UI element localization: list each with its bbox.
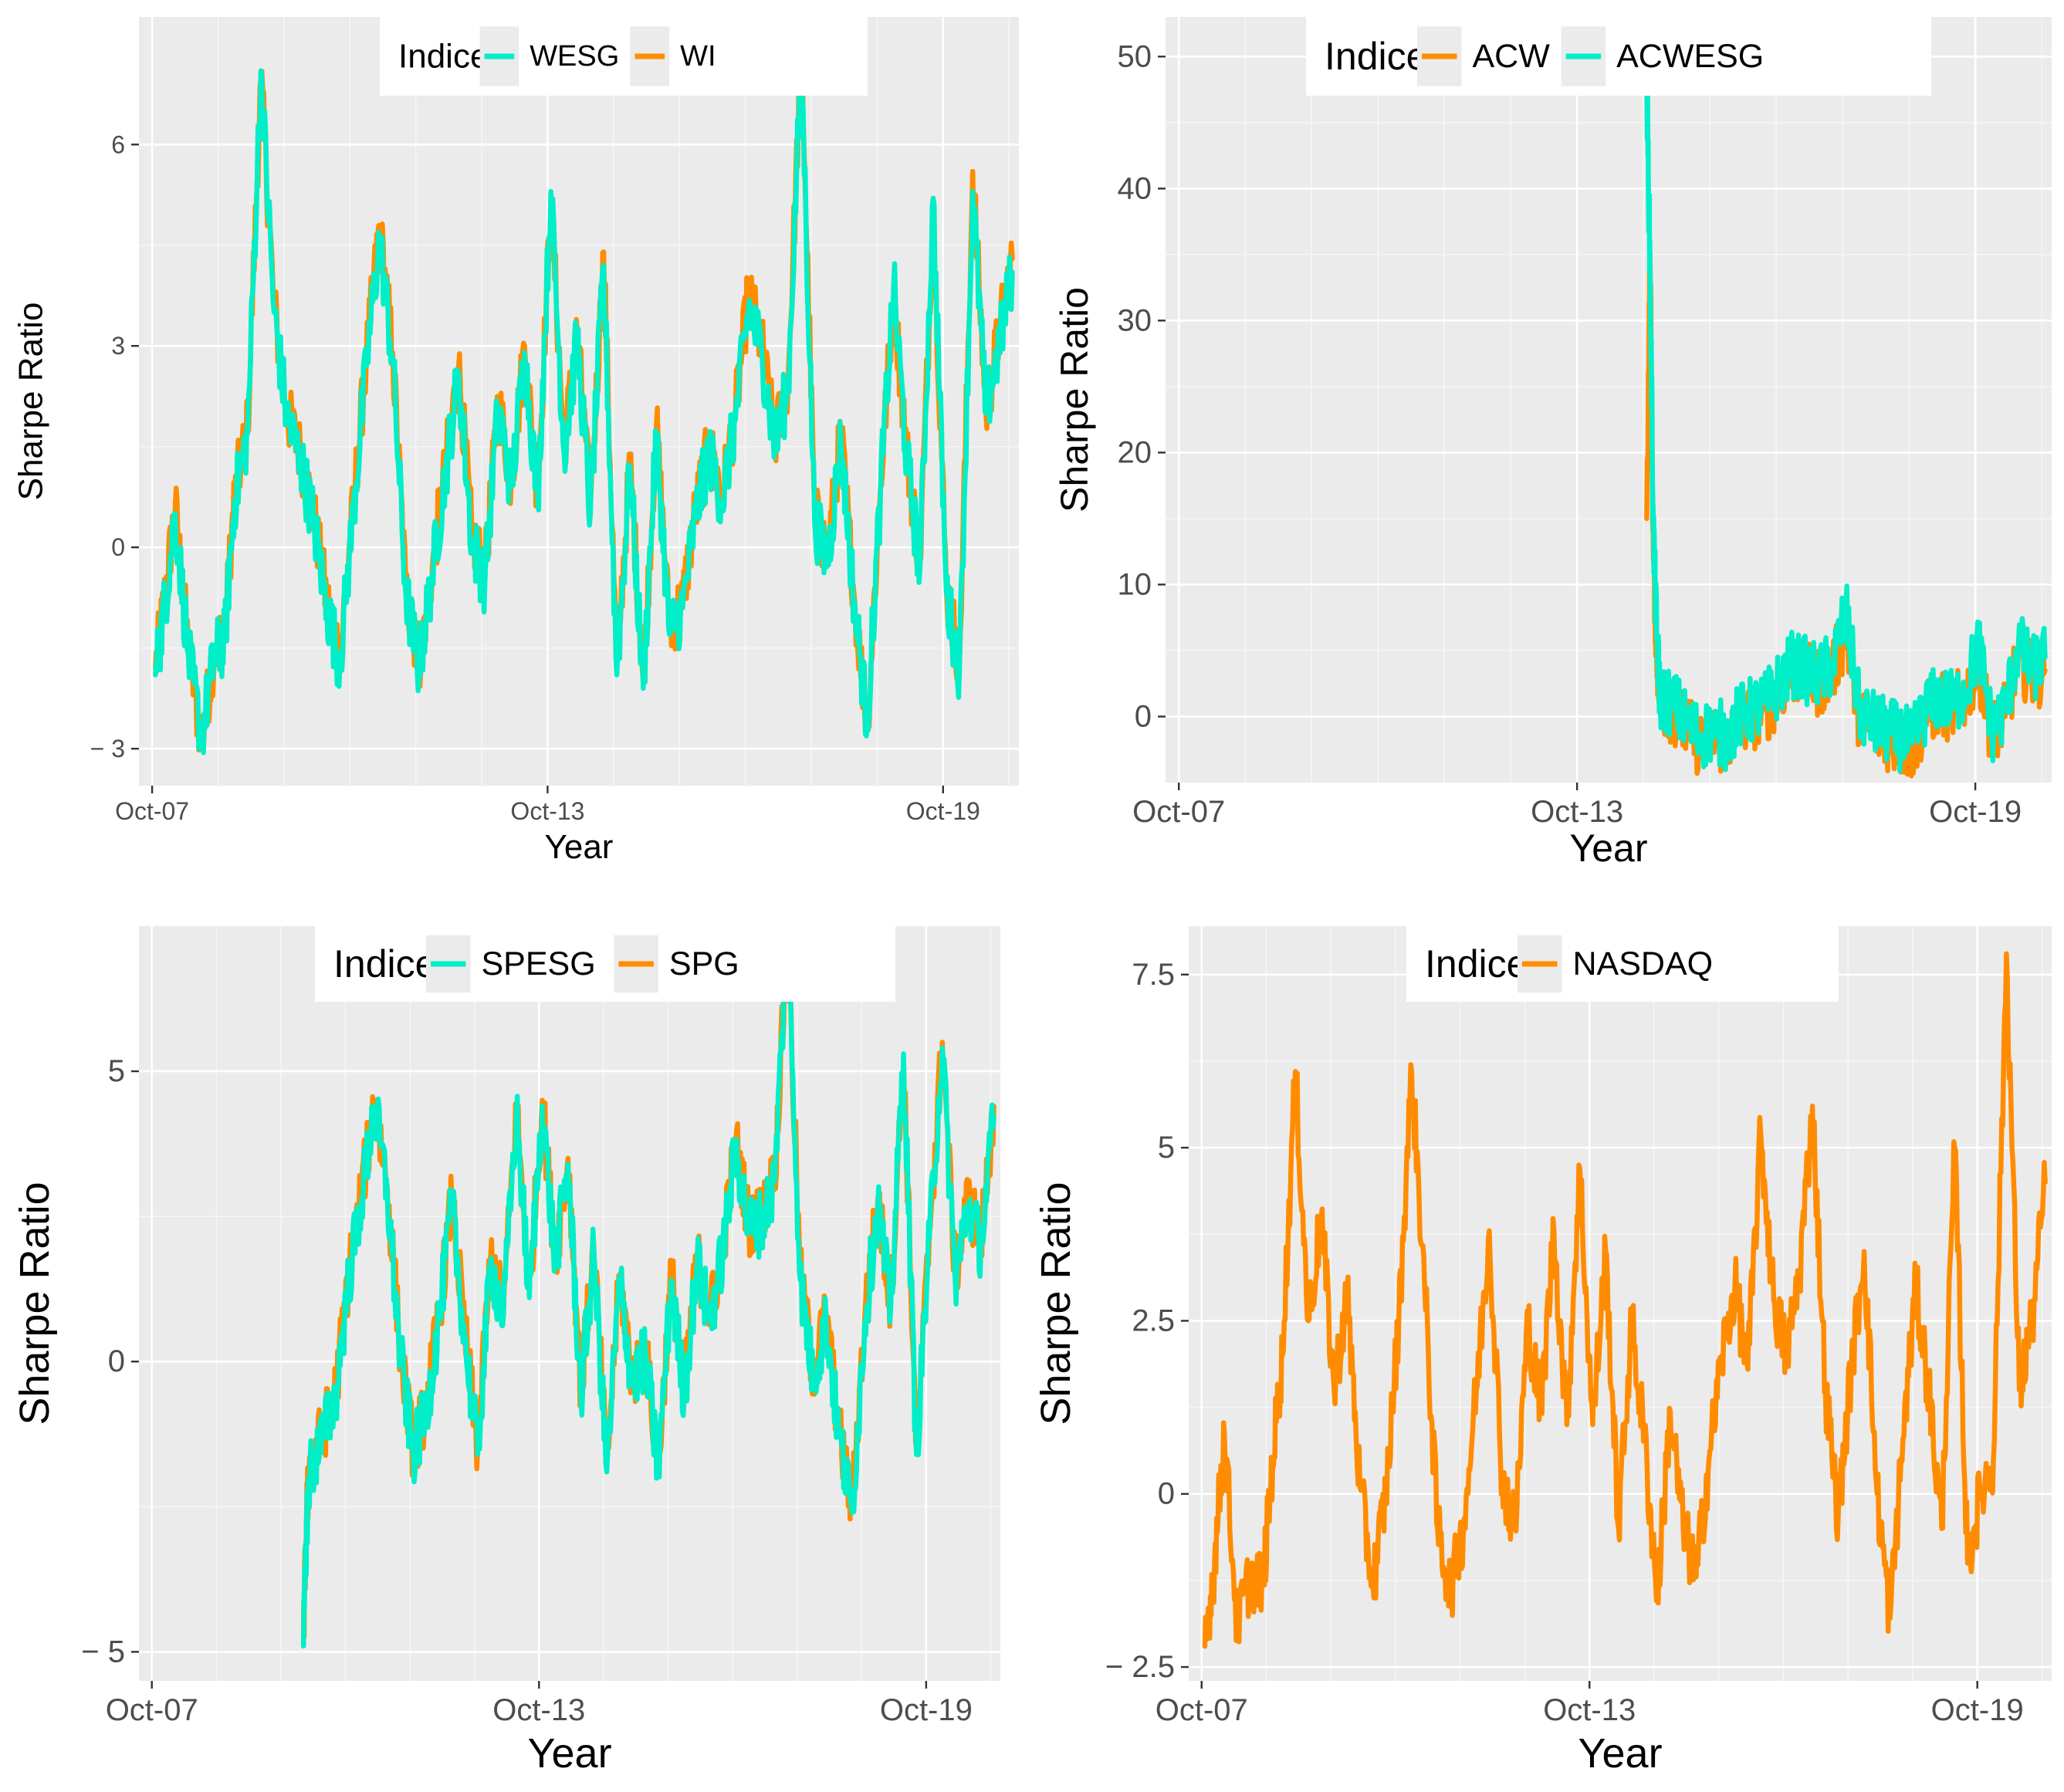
y-axis-title: Sharpe Ratio xyxy=(12,1182,58,1425)
y-tick-label: 3 xyxy=(111,332,125,360)
series-line-nasdaq xyxy=(1202,951,2048,1649)
y-axis-title: Sharpe Ratio xyxy=(12,303,50,501)
legend-label-wesg: WESG xyxy=(530,40,619,73)
plot-background xyxy=(1166,17,2052,783)
y-axis-title: Sharpe Ratio xyxy=(1053,287,1096,512)
y-tick-label: − 2.5 xyxy=(1105,1650,1175,1684)
x-tick-label: Oct-19 xyxy=(906,797,980,825)
legend: Indices SPESG SPG xyxy=(315,926,895,1002)
y-tick-label: − 3 xyxy=(90,735,125,762)
x-axis-title: Year xyxy=(545,828,614,866)
y-tick-label: 0 xyxy=(108,1344,125,1378)
x-tick-label: Oct-07 xyxy=(115,797,189,825)
y-tick-label: 10 xyxy=(1118,567,1152,601)
y-tick-label: 30 xyxy=(1118,303,1152,337)
y-tick-label: 0 xyxy=(1135,699,1152,733)
y-tick-label: 2.5 xyxy=(1132,1303,1175,1337)
legend-label-wi: WI xyxy=(680,40,716,73)
y-tick-label: 0 xyxy=(111,533,125,561)
x-tick-label: Oct-13 xyxy=(1543,1693,1636,1727)
legend-label-spg: SPG xyxy=(669,945,739,982)
legend-box xyxy=(1406,926,1839,1002)
series-line-acwesg xyxy=(1644,80,2048,774)
plot-background xyxy=(1189,926,2052,1681)
x-tick-label: Oct-19 xyxy=(880,1693,973,1727)
legend: Indices ACW ACWESG xyxy=(1306,17,1931,96)
y-tick-label: 50 xyxy=(1118,39,1152,73)
y-tick-label: 6 xyxy=(111,130,125,158)
x-axis-title: Year xyxy=(527,1730,611,1777)
x-tick-label: Oct-13 xyxy=(510,797,584,825)
y-axis-title: Sharpe Ratio xyxy=(1033,1182,1079,1425)
y-tick-label: 0 xyxy=(1158,1477,1175,1511)
y-tick-label: 7.5 xyxy=(1132,958,1175,992)
legend-label-acwesg: ACWESG xyxy=(1616,38,1764,75)
legend: Indices NASDAQ xyxy=(1406,926,1839,1002)
legend-box xyxy=(1306,17,1931,96)
series-line-wesg xyxy=(153,54,1015,756)
y-tick-label: 5 xyxy=(108,1054,125,1088)
series-line-spesg xyxy=(300,929,996,1649)
x-tick-label: Oct-07 xyxy=(1132,795,1225,829)
chart-panel-wi-wesg: − 3 0 3 6 Oct-07 Oct-13 Oct-19 Year Sharpe Ratio… xyxy=(12,17,1019,866)
plot-background xyxy=(139,926,1000,1681)
legend-label-spesg: SPESG xyxy=(482,945,596,982)
legend: Indices WESG WI xyxy=(380,17,868,96)
legend-label-acw: ACW xyxy=(1473,38,1551,75)
x-tick-label: Oct-07 xyxy=(1156,1693,1248,1727)
x-tick-label: Oct-13 xyxy=(1531,795,1623,829)
legend-box xyxy=(380,17,868,96)
y-tick-label: 5 xyxy=(1158,1131,1175,1165)
x-tick-label: Oct-13 xyxy=(492,1693,585,1727)
x-axis-title: Year xyxy=(1578,1730,1662,1777)
y-tick-label: − 5 xyxy=(81,1635,125,1669)
legend-box xyxy=(315,926,895,1002)
x-tick-label: Oct-19 xyxy=(1931,1693,2024,1727)
y-tick-label: 40 xyxy=(1118,171,1152,205)
chart-panel-nasdaq: − 2.5 0 2.5 5 7.5 Oct-07 Oct-13 Oct-19 Year Sharp… xyxy=(1033,926,2052,1777)
chart-panel-acw-acwesg: 0 10 20 30 40 50 Oct-07 Oct-13 Oct-19 Year Sharpe … xyxy=(1053,17,2052,870)
x-tick-label: Oct-07 xyxy=(106,1693,198,1727)
x-tick-label: Oct-19 xyxy=(1929,795,2022,829)
y-tick-label: 20 xyxy=(1118,435,1152,469)
x-axis-title: Year xyxy=(1569,827,1647,870)
legend-label-nasdaq: NASDAQ xyxy=(1573,945,1714,982)
